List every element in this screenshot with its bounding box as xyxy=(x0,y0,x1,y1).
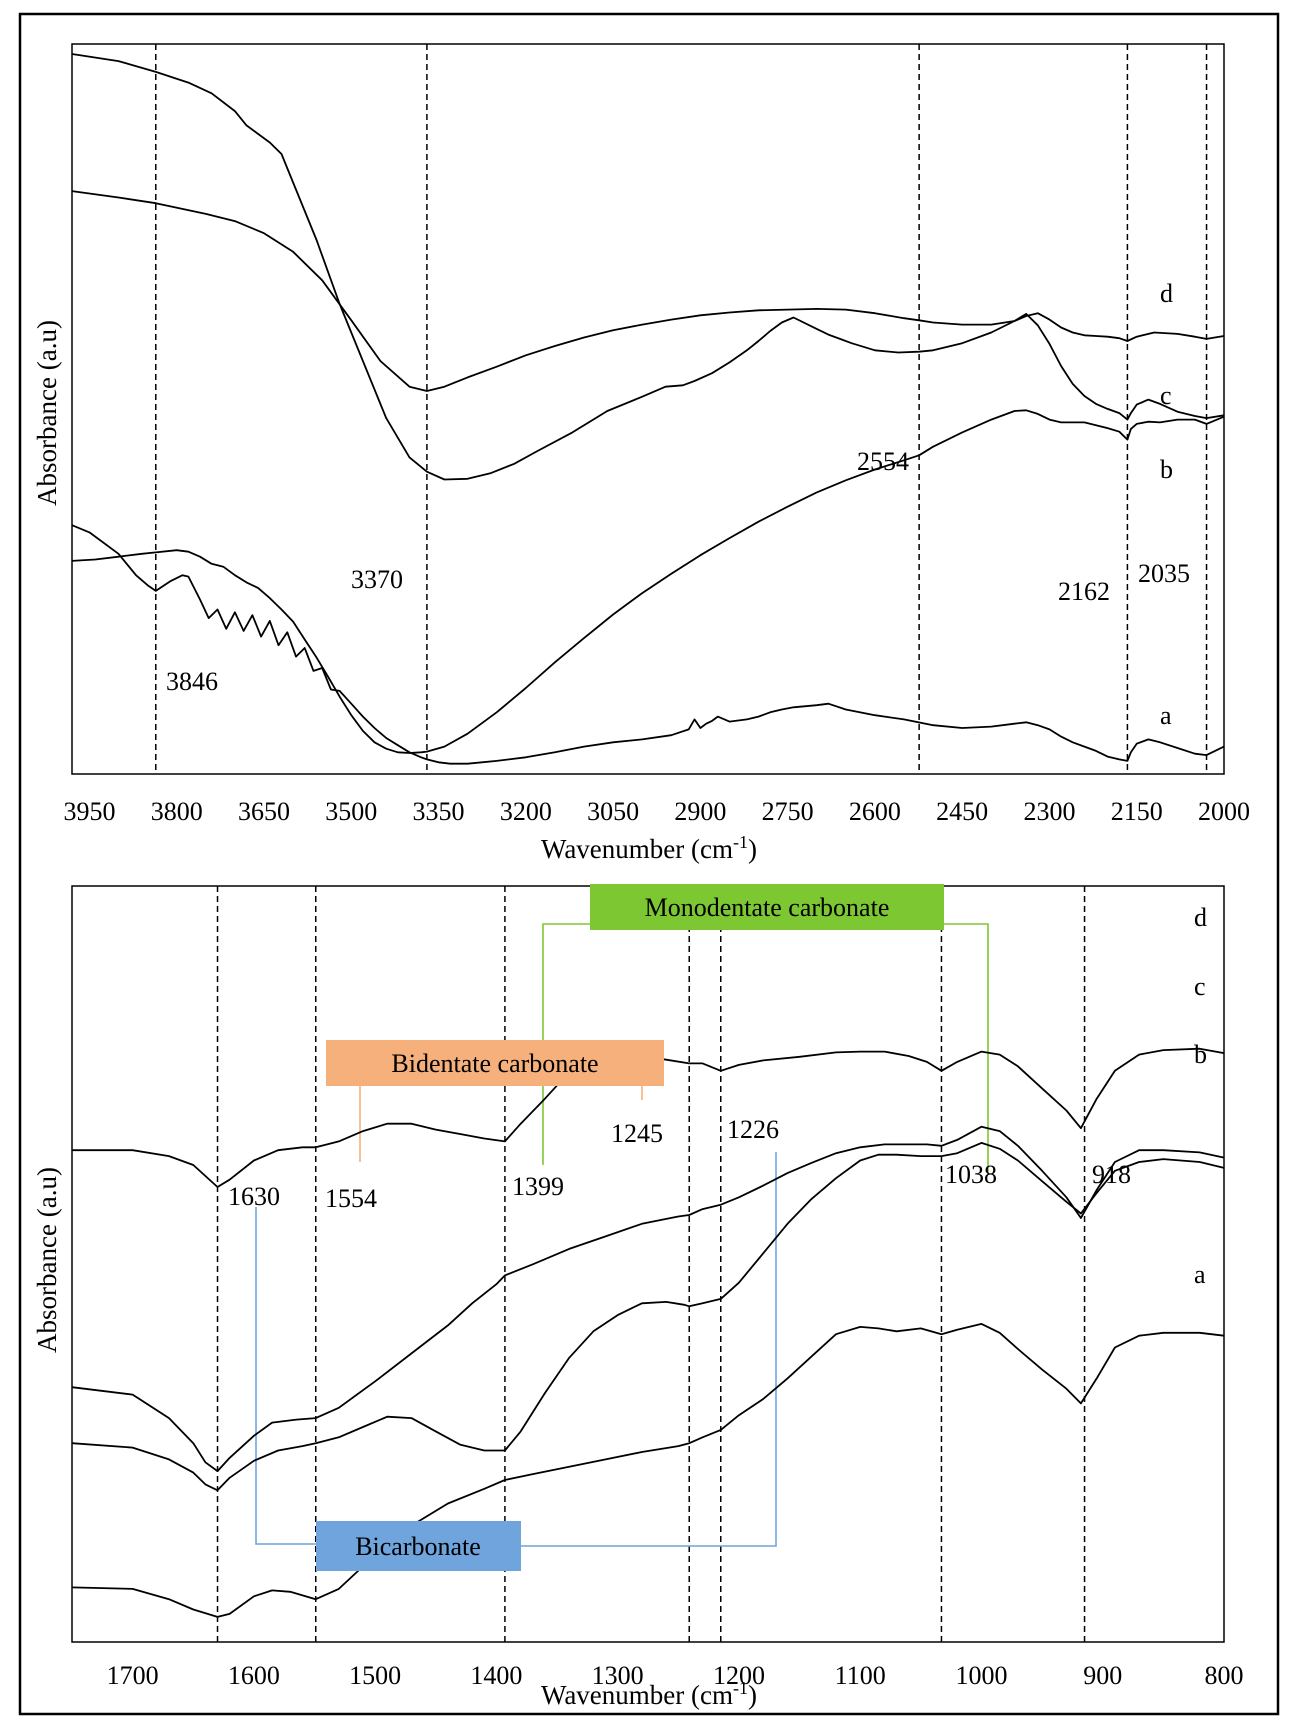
top-x-tick-2300: 2300 xyxy=(1023,797,1075,826)
bidentate-box xyxy=(326,1040,664,1086)
bottom-curve-label-d: d xyxy=(1194,903,1207,932)
peak-label-2162: 2162 xyxy=(1058,577,1110,606)
peak-label-2554: 2554 xyxy=(857,447,909,476)
top-plot-area xyxy=(71,43,1225,775)
top-x-tick-3950: 3950 xyxy=(63,797,115,826)
bottom-spectrum-panel: 1700 1600 1500 1400 1300 1200 1100 1000 900 800 M… xyxy=(32,884,1244,1710)
top-series-d xyxy=(71,190,1225,392)
bottom-x-axis-label: Wavenumber (cm-1) xyxy=(541,1678,757,1710)
bicarbonate-label: Bicarbonate xyxy=(355,1532,481,1561)
top-curves xyxy=(71,53,1225,765)
monodentate-label: Monodentate carbonate xyxy=(645,893,890,922)
top-peak-lines xyxy=(155,44,1208,774)
top-y-axis-label: Absorbance (a.u) xyxy=(32,320,62,506)
bidentate-bracket xyxy=(359,1082,643,1162)
top-x-tick-2750: 2750 xyxy=(762,797,814,826)
top-x-tick-3050: 3050 xyxy=(587,797,639,826)
top-curve-label-b: b xyxy=(1160,455,1173,484)
bottom-x-axis-label-close: ) xyxy=(748,1680,757,1710)
bottom-curve-label-b: b xyxy=(1194,1040,1207,1069)
figure-frame xyxy=(18,12,1280,1716)
peak-label-1554: 1554 xyxy=(325,1184,377,1213)
bot-x-tick-1100: 1100 xyxy=(835,1661,886,1690)
bot-series-a xyxy=(71,1323,1225,1618)
top-x-tick-2900: 2900 xyxy=(674,797,726,826)
top-series-b xyxy=(71,409,1225,754)
top-x-tick-3200: 3200 xyxy=(500,797,552,826)
bicarbonate-box xyxy=(316,1521,521,1571)
bot-series-d xyxy=(72,1047,1225,1188)
top-x-tick-3800: 3800 xyxy=(151,797,203,826)
top-x-ticks: 3950 3800 3650 3500 3350 3200 3050 2900 2750 2600… xyxy=(63,797,1250,826)
bottom-x-axis-label-sup: -1 xyxy=(733,1678,748,1698)
bot-x-tick-1200: 1200 xyxy=(713,1661,765,1690)
bot-series-c xyxy=(71,1125,1225,1472)
bot-x-tick-1300: 1300 xyxy=(592,1661,644,1690)
top-spectrum-panel: 3950 3800 3650 3500 3350 3200 3050 2900 2750 2600… xyxy=(32,43,1250,864)
top-x-axis-label-close: ) xyxy=(748,834,757,864)
top-series-c xyxy=(71,53,1225,481)
peak-label-3370: 3370 xyxy=(351,565,403,594)
bot-series-b xyxy=(71,1142,1225,1492)
bottom-y-axis-label: Absorbance (a.u) xyxy=(32,1167,62,1353)
bot-x-tick-1600: 1600 xyxy=(228,1661,280,1690)
top-x-axis-label-text: Wavenumber (cm xyxy=(541,834,733,864)
top-x-tick-3350: 3350 xyxy=(413,797,465,826)
top-curve-label-c: c xyxy=(1160,381,1172,410)
bicarbonate-bracket xyxy=(255,1152,777,1547)
bottom-plot-area xyxy=(71,885,1225,1643)
top-series-a xyxy=(71,524,1225,765)
top-x-axis-label: Wavenumber (cm-1) xyxy=(541,832,757,864)
monodentate-box xyxy=(590,884,944,930)
bottom-curve-label-a: a xyxy=(1194,1260,1206,1289)
top-x-tick-3500: 3500 xyxy=(325,797,377,826)
top-x-tick-2150: 2150 xyxy=(1111,797,1163,826)
bot-x-tick-800: 800 xyxy=(1205,1661,1244,1690)
peak-label-1226: 1226 xyxy=(727,1115,779,1144)
bot-x-tick-1000: 1000 xyxy=(955,1661,1007,1690)
bottom-x-axis-label-text: Wavenumber (cm xyxy=(541,1680,733,1710)
top-x-tick-2000: 2000 xyxy=(1198,797,1250,826)
top-x-tick-3650: 3650 xyxy=(238,797,290,826)
bottom-x-ticks: 1700 1600 1500 1400 1300 1200 1100 1000 900 800 xyxy=(107,1661,1244,1690)
peak-label-1399: 1399 xyxy=(512,1172,564,1201)
peak-label-1245: 1245 xyxy=(611,1119,663,1148)
peak-label-1038: 1038 xyxy=(945,1160,997,1189)
bidentate-label: Bidentate carbonate xyxy=(391,1049,598,1078)
top-curve-label-a: a xyxy=(1160,701,1172,730)
top-x-tick-2450: 2450 xyxy=(936,797,988,826)
bot-x-tick-1500: 1500 xyxy=(349,1661,401,1690)
bottom-curve-label-c: c xyxy=(1194,972,1206,1001)
top-x-tick-2600: 2600 xyxy=(849,797,901,826)
peak-label-2035: 2035 xyxy=(1138,559,1190,588)
bot-x-tick-900: 900 xyxy=(1083,1661,1122,1690)
peak-label-918: 918 xyxy=(1092,1160,1131,1189)
bottom-peak-lines xyxy=(216,886,1086,1642)
peak-label-1630: 1630 xyxy=(228,1182,280,1211)
bot-x-tick-1400: 1400 xyxy=(470,1661,522,1690)
bot-x-tick-1700: 1700 xyxy=(107,1661,159,1690)
top-x-axis-label-sup: -1 xyxy=(733,832,748,852)
peak-label-3846: 3846 xyxy=(166,667,218,696)
bottom-curves xyxy=(71,1047,1225,1618)
top-curve-label-d: d xyxy=(1160,279,1173,308)
